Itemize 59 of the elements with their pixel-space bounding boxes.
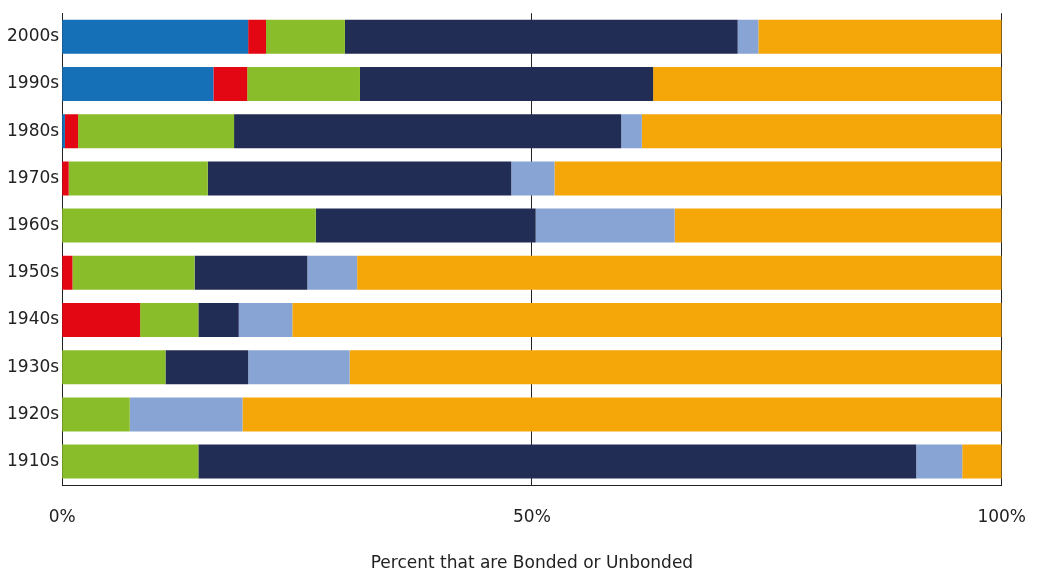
bar: [62, 208, 316, 243]
bar: [292, 303, 1002, 337]
bar: [62, 303, 141, 337]
bar: [198, 303, 239, 337]
bar: [641, 114, 1002, 149]
x-tick-label: 0%: [48, 505, 76, 526]
y-tick-label: 1940s: [7, 308, 60, 329]
y-tick-label: 1980s: [7, 119, 60, 140]
bar: [62, 397, 130, 432]
y-tick-label: 1920s: [7, 402, 60, 423]
bar: [674, 208, 1002, 243]
bar: [72, 255, 195, 290]
bar: [194, 255, 308, 290]
bar: [64, 114, 79, 149]
y-tick-label: 2000s: [7, 25, 60, 46]
bar: [78, 114, 235, 149]
x-axis-title: Percent that are Bonded or Unbonded: [370, 552, 694, 573]
bar: [207, 161, 512, 196]
bar: [554, 161, 1002, 196]
y-tick-label: 1990s: [7, 72, 60, 93]
y-tick-label: 1910s: [7, 450, 60, 471]
bar: [248, 350, 350, 385]
bar: [129, 397, 243, 432]
bar: [962, 444, 1002, 479]
bar: [357, 255, 1002, 290]
bar: [248, 19, 267, 54]
bar: [238, 303, 293, 337]
bar: [359, 67, 654, 101]
x-tick-label: 50%: [513, 505, 551, 526]
y-tick-label: 1960s: [7, 214, 60, 235]
bar: [140, 303, 199, 337]
bar: [344, 19, 738, 54]
bar: [198, 444, 917, 479]
bar: [737, 19, 759, 54]
bar: [68, 161, 208, 196]
y-tick-label: 1970s: [7, 166, 60, 187]
bar: [758, 19, 1002, 54]
bar: [349, 350, 1002, 385]
bar: [165, 350, 249, 385]
y-tick-label: 1950s: [7, 261, 60, 282]
bar: [247, 67, 360, 101]
bar: [266, 19, 345, 54]
bar: [213, 67, 248, 101]
y-tick-label: 1930s: [7, 355, 60, 376]
x-tick-label: 100%: [977, 505, 1026, 526]
bar: [307, 255, 358, 290]
bar: [62, 67, 214, 101]
bar: [62, 444, 199, 479]
bar: [511, 161, 555, 196]
bar: [234, 114, 622, 149]
bar: [242, 397, 1002, 432]
bar: [62, 161, 69, 196]
bar: [315, 208, 536, 243]
bar: [916, 444, 963, 479]
bar: [62, 350, 166, 385]
bar: [535, 208, 675, 243]
bar: [621, 114, 642, 149]
bar: [653, 67, 1002, 101]
bar: [62, 19, 249, 54]
